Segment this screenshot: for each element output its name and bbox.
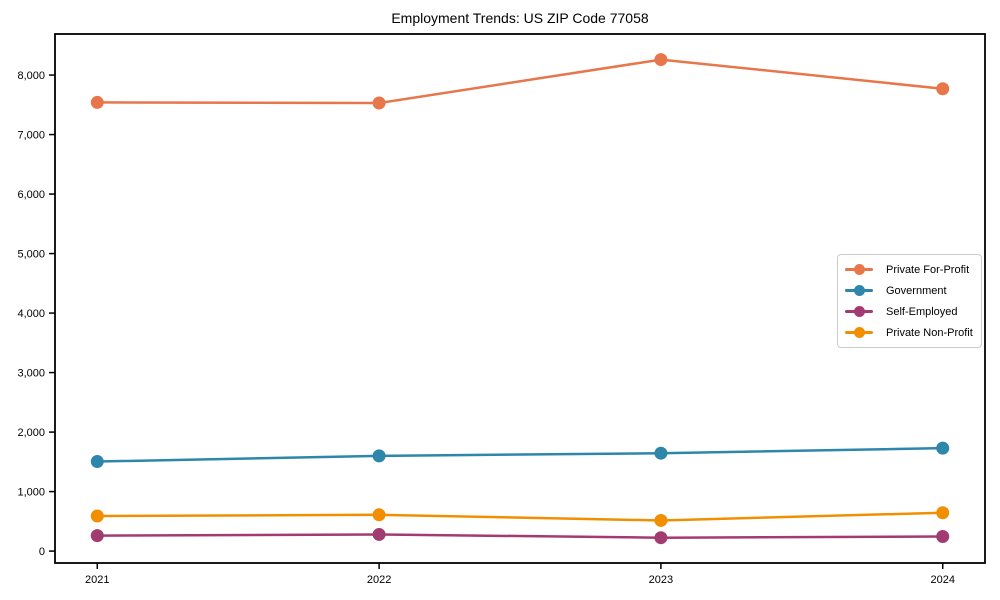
x-tick-label: 2022 (367, 574, 391, 586)
data-point-private-for-profit (654, 53, 668, 67)
y-tick-label: 5,000 (17, 249, 45, 261)
y-tick-label: 1,000 (17, 487, 45, 499)
chart-title: Employment Trends: US ZIP Code 77058 (391, 10, 649, 26)
legend: Private For-Profit Government Self-Employe… (837, 254, 982, 348)
data-point-private-non-profit (936, 506, 950, 520)
legend-label: Private Non-Profit (886, 326, 973, 339)
legend-label: Private For-Profit (886, 263, 970, 276)
data-point-self-employed (936, 530, 950, 544)
legend-item-private-non-profit: Private Non-Profit (845, 322, 973, 343)
y-tick-label: 8,000 (17, 70, 45, 82)
legend-item-self-employed: Self-Employed (845, 301, 973, 322)
legend-item-private-for-profit: Private For-Profit (845, 259, 973, 280)
y-tick-label: 2,000 (17, 427, 45, 439)
legend-line-marker-icon (845, 284, 873, 298)
legend-line-marker-icon (845, 263, 873, 277)
data-point-private-for-profit (90, 95, 104, 109)
data-point-private-for-profit (936, 82, 950, 96)
data-point-government (654, 446, 668, 460)
x-tick-label: 2023 (649, 574, 673, 586)
legend-line-marker-icon (845, 305, 873, 319)
data-point-government (936, 441, 950, 455)
y-tick-label: 3,000 (17, 368, 45, 380)
data-point-private-non-profit (372, 508, 386, 522)
data-point-private-for-profit (372, 96, 386, 110)
data-point-self-employed (654, 531, 668, 545)
legend-label: Self-Employed (886, 305, 958, 318)
data-point-government (372, 449, 386, 463)
y-tick-label: 6,000 (17, 189, 45, 201)
y-tick-label: 4,000 (17, 308, 45, 320)
x-tick-label: 2021 (85, 574, 109, 586)
data-point-self-employed (372, 527, 386, 541)
series-line-self-employed (96, 533, 944, 539)
y-tick-label: 0 (39, 546, 45, 558)
plot-border (54, 33, 986, 564)
legend-label: Government (886, 284, 947, 297)
series-line-private-non-profit (96, 511, 944, 522)
data-point-self-employed (90, 529, 104, 543)
series-line-government (96, 446, 944, 463)
y-tick-label: 7,000 (17, 130, 45, 142)
data-point-private-non-profit (90, 509, 104, 523)
data-point-private-non-profit (654, 513, 668, 527)
x-tick-label: 2024 (930, 574, 954, 586)
data-point-government (90, 455, 104, 469)
legend-line-marker-icon (845, 326, 873, 340)
legend-item-government: Government (845, 280, 973, 301)
series-line-private-for-profit (96, 58, 944, 105)
